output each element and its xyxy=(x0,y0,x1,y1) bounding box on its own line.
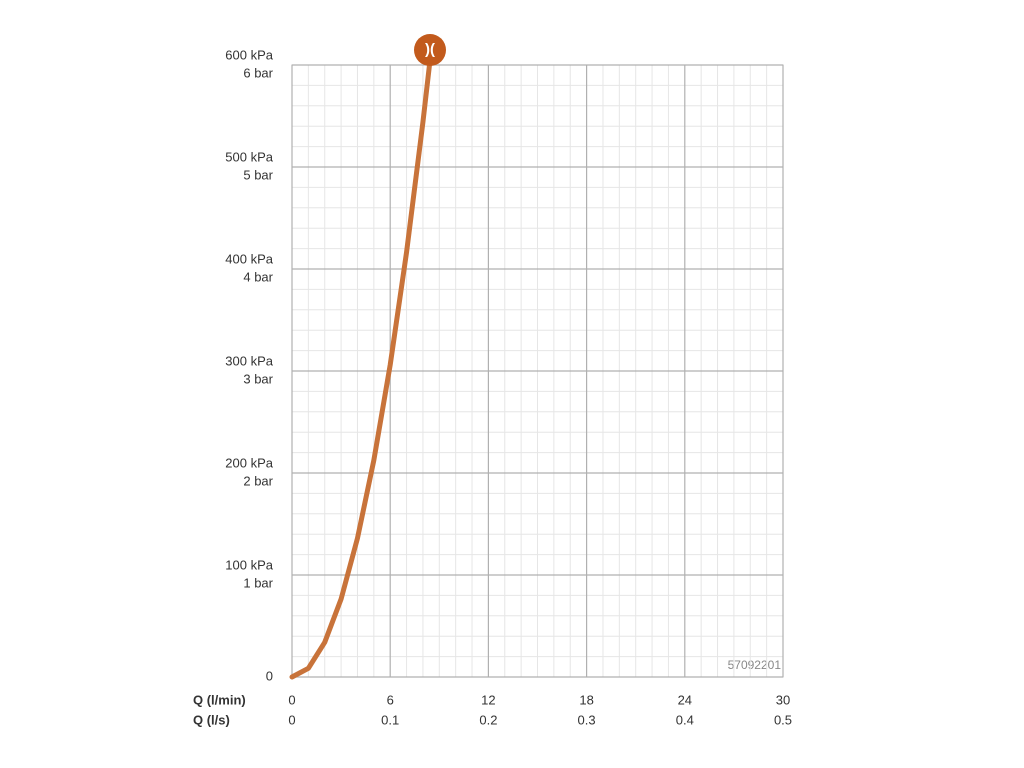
y2-tick-label: 1 bar xyxy=(243,575,273,590)
x2-tick-label: 0.1 xyxy=(381,712,399,727)
x2-tick-label: 0.3 xyxy=(578,712,596,727)
y2-tick-label: 2 bar xyxy=(243,473,273,488)
x-tick-label: 0 xyxy=(288,692,295,707)
x-tick-label: 12 xyxy=(481,692,495,707)
x-axis-label: Q (l/min) xyxy=(193,692,246,707)
svg-text:)(: )( xyxy=(425,41,435,58)
grid xyxy=(291,64,784,678)
y2-tick-label: 4 bar xyxy=(243,269,273,284)
x2-axis-label: Q (l/s) xyxy=(193,712,230,727)
x-tick-label: 30 xyxy=(776,692,790,707)
y-tick-label: 400 kPa xyxy=(225,251,273,266)
x2-tick-label: 0.4 xyxy=(676,712,694,727)
y-tick-label: 100 kPa xyxy=(225,557,273,572)
x-tick-label: 18 xyxy=(579,692,593,707)
y2-tick-label: 3 bar xyxy=(243,371,273,386)
data-line xyxy=(289,62,432,680)
y-tick-label: 500 kPa xyxy=(225,149,273,164)
x-tick-label: 6 xyxy=(387,692,394,707)
x2-tick-label: 0.2 xyxy=(479,712,497,727)
y-tick-label: 200 kPa xyxy=(225,455,273,470)
y-tick-label: 600 kPa xyxy=(225,47,273,62)
brand-logo: )( xyxy=(414,34,446,66)
y2-tick-label: 6 bar xyxy=(243,65,273,80)
plot-frame xyxy=(291,64,784,678)
x2-tick-label: 0 xyxy=(288,712,295,727)
x-tick-label: 24 xyxy=(678,692,692,707)
x2-tick-label: 0.5 xyxy=(774,712,792,727)
y-tick-label: 0 xyxy=(266,668,273,683)
y-tick-label: 300 kPa xyxy=(225,353,273,368)
annotation: 57092201 xyxy=(728,658,782,672)
y2-tick-label: 5 bar xyxy=(243,167,273,182)
